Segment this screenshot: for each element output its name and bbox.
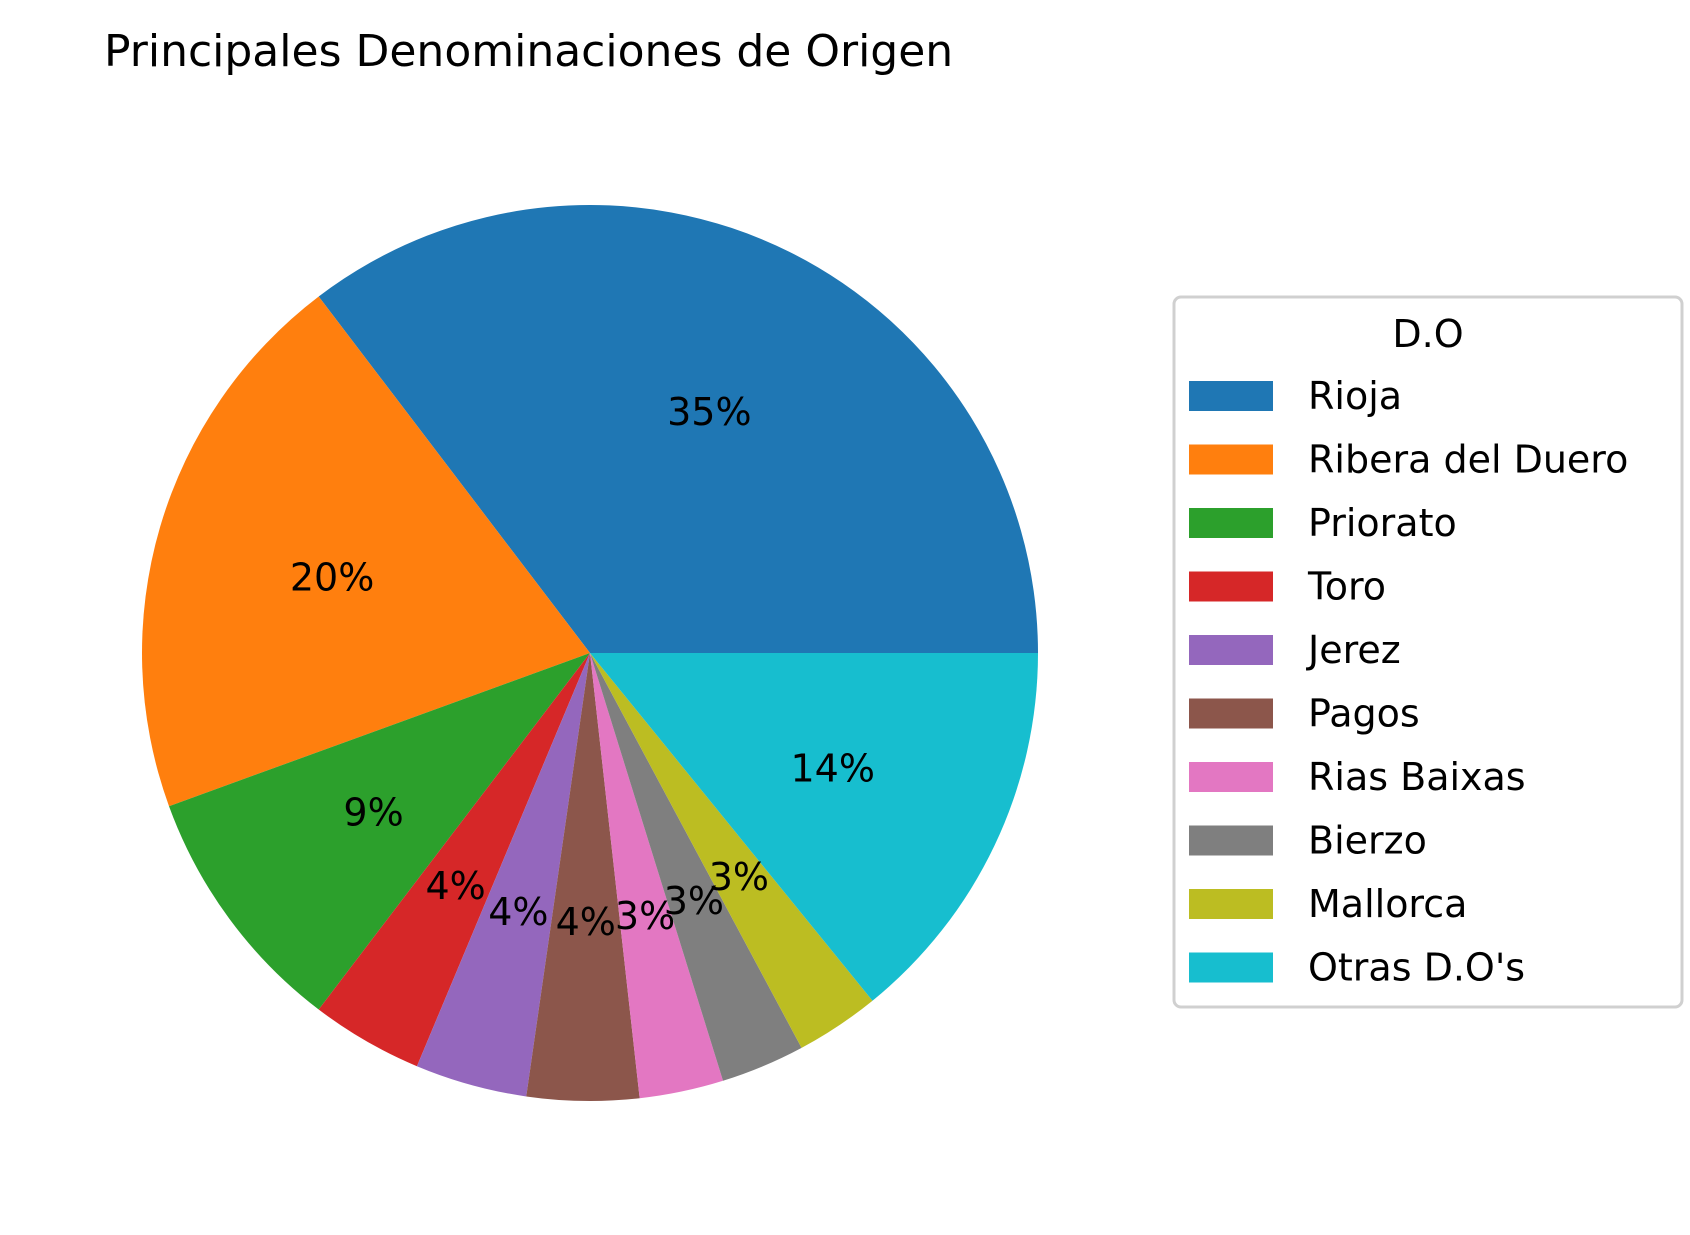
legend-swatch	[1189, 381, 1273, 411]
pie-percent-label: 4%	[488, 890, 548, 934]
pie-percent-label: 9%	[343, 790, 403, 834]
legend-swatch	[1189, 889, 1273, 919]
chart-title: Principales Denominaciones de Origen	[104, 26, 953, 77]
legend-swatch	[1189, 825, 1273, 856]
pie-percent-label: 3%	[615, 894, 675, 938]
legend-label: Priorato	[1308, 501, 1457, 545]
legend-label: Mallorca	[1308, 882, 1467, 926]
pie-slice-otras-d-o-s	[590, 653, 1038, 1001]
legend-label: Rioja	[1308, 374, 1402, 418]
pie-percent-label: 3%	[709, 855, 769, 899]
pie-slice-pagos	[526, 653, 640, 1102]
legend-label: Otras D.O's	[1308, 946, 1525, 990]
legend-swatch	[1189, 952, 1273, 983]
pie-slice-rias-baixas	[590, 653, 724, 1099]
pie-slice-jerez	[416, 653, 590, 1097]
legend-swatch	[1189, 508, 1273, 538]
legend-swatch	[1189, 635, 1273, 665]
pie-slice-bierzo	[590, 653, 802, 1081]
legend-label: Bierzo	[1308, 819, 1427, 863]
legend-swatch	[1189, 698, 1273, 729]
legend-label: Rias Baixas	[1308, 755, 1526, 799]
legend: D.O Rioja Ribera del Duero Priorato Toro Jer…	[1172, 295, 1684, 1009]
pie-slice-priorato	[169, 653, 590, 1010]
pie-slice-mallorca	[590, 653, 873, 1048]
legend-label: Ribera del Duero	[1308, 438, 1628, 482]
legend-label: Jerez	[1306, 628, 1401, 672]
legend-label: Pagos	[1308, 692, 1420, 736]
pie-percent-label: 35%	[667, 390, 751, 434]
pie-percent-label: 14%	[790, 747, 874, 791]
legend-swatch	[1189, 762, 1273, 792]
legend-swatch	[1189, 444, 1273, 475]
pie-slice-toro	[318, 653, 590, 1067]
pie-slice-rioja	[318, 205, 1038, 654]
pie-percent-label: 4%	[556, 900, 616, 944]
legend-frame	[1172, 295, 1684, 1009]
pie-percent-label: 4%	[425, 864, 485, 908]
pie-percent-label: 3%	[664, 879, 724, 923]
legend-label: Toro	[1307, 565, 1386, 609]
pie-slice-ribera-del-duero	[142, 296, 590, 807]
legend-swatch	[1189, 571, 1273, 602]
pie-percent-labels: 35%20%9%4%4% 4% 3%3%3%14%	[290, 390, 875, 944]
legend-title: D.O	[1392, 312, 1463, 356]
pie-slices	[142, 205, 1038, 1102]
pie-percent-label: 20%	[290, 555, 374, 599]
